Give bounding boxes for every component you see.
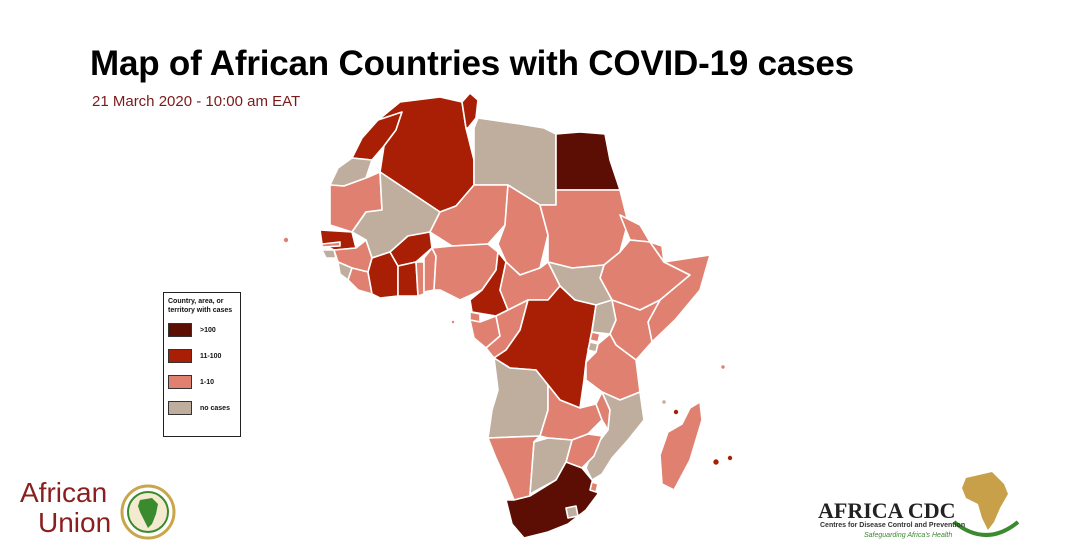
au-line2: Union xyxy=(38,507,112,538)
africa-cdc-logo: AFRICA CDC Centres for Disease Control a… xyxy=(818,468,1028,550)
island-mauritius[interactable] xyxy=(726,454,734,462)
country-togo[interactable] xyxy=(415,261,425,297)
map-legend: Country, area, or territory with cases >… xyxy=(163,292,241,437)
country-kenya[interactable] xyxy=(609,299,661,361)
au-line1: African xyxy=(20,477,108,508)
page-title: Map of African Countries with COVID-19 c… xyxy=(90,44,854,83)
legend-label: 1-10 xyxy=(200,378,215,386)
legend-item: 11-100 xyxy=(168,349,236,363)
country-rwanda[interactable] xyxy=(589,331,601,343)
legend-swatch xyxy=(168,401,192,415)
legend-item: >100 xyxy=(168,323,236,337)
legend-label: >100 xyxy=(200,326,216,334)
country-madagascar[interactable] xyxy=(659,401,703,491)
cdc-tagline: Safeguarding Africa's Health xyxy=(864,532,953,539)
country-tunisia[interactable] xyxy=(461,92,479,129)
legend-label: no cases xyxy=(200,404,230,412)
country-lesotho[interactable] xyxy=(565,505,579,519)
legend-item: 1-10 xyxy=(168,375,236,389)
island-reunion[interactable] xyxy=(711,457,721,467)
african-union-logo: African Union xyxy=(20,478,180,548)
au-emblem-icon xyxy=(120,484,176,540)
africa-cdc-emblem-icon xyxy=(952,472,1020,537)
island-sao-tome[interactable] xyxy=(450,319,456,325)
country-ghana[interactable] xyxy=(397,261,419,297)
legend-swatch xyxy=(168,323,192,337)
page-subtitle: 21 March 2020 - 10:00 am EAT xyxy=(92,93,301,110)
legend-title: Country, area, or territory with cases xyxy=(168,298,233,314)
island-seychelles[interactable] xyxy=(719,363,727,371)
island-cape-verde[interactable] xyxy=(282,236,290,244)
cdc-name: AFRICA CDC xyxy=(818,498,956,523)
island-mayotte[interactable] xyxy=(672,408,680,416)
country-djibouti[interactable] xyxy=(649,241,665,263)
island-comoros[interactable] xyxy=(660,398,668,406)
legend-item: no cases xyxy=(168,401,236,415)
cdc-subtitle: Centres for Disease Control and Preventi… xyxy=(820,522,966,529)
legend-swatch xyxy=(168,349,192,363)
country-eswatini[interactable] xyxy=(589,481,599,493)
african-union-wordmark: African Union xyxy=(20,478,111,538)
country-egypt[interactable] xyxy=(555,131,621,191)
legend-label: 11-100 xyxy=(200,352,222,360)
legend-swatch xyxy=(168,375,192,389)
country-gambia[interactable] xyxy=(321,241,341,248)
